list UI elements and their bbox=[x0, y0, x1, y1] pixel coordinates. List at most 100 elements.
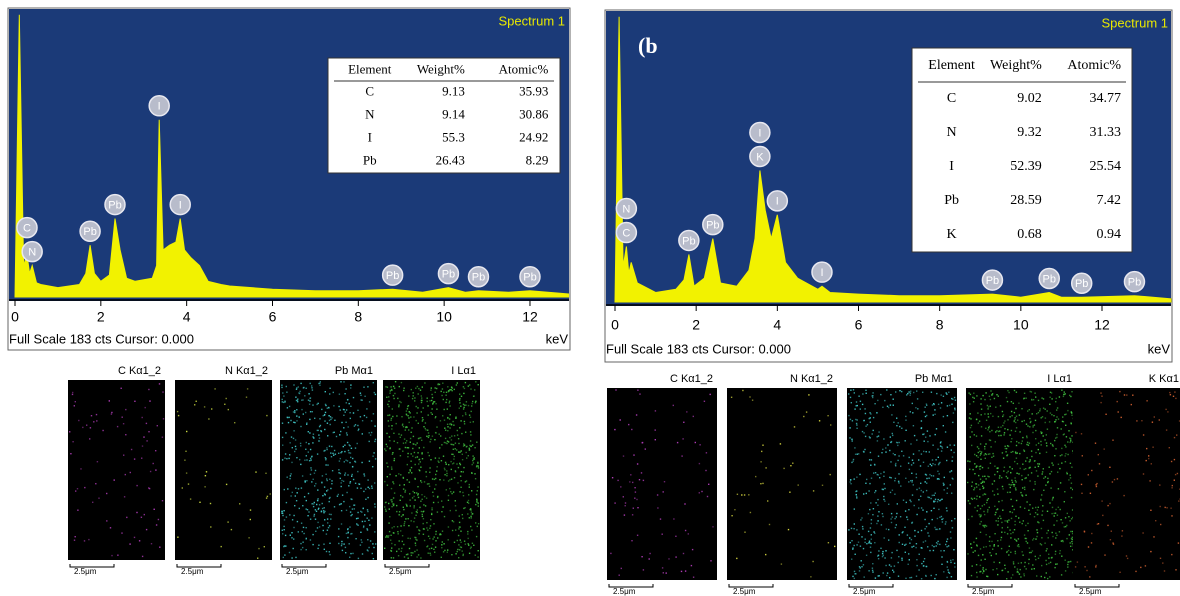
map-dot bbox=[935, 529, 936, 530]
map-dot bbox=[892, 490, 893, 491]
map-dot bbox=[1007, 520, 1008, 521]
map-dot bbox=[848, 393, 849, 394]
map-dot bbox=[949, 471, 950, 472]
map-dot bbox=[1016, 458, 1017, 459]
map-dot bbox=[998, 545, 999, 546]
map-dot bbox=[310, 459, 311, 460]
map-dot bbox=[388, 396, 389, 397]
map-dot bbox=[318, 434, 319, 435]
map-dot bbox=[881, 524, 882, 525]
map-dot bbox=[1059, 531, 1060, 532]
map-dot bbox=[1033, 489, 1034, 490]
map-dot bbox=[938, 499, 939, 500]
map-dot bbox=[364, 415, 365, 416]
map-dot bbox=[310, 519, 311, 520]
map-dot bbox=[338, 494, 339, 495]
map-dot bbox=[312, 436, 313, 437]
map-dot bbox=[1105, 414, 1106, 415]
map-dot bbox=[467, 513, 468, 514]
map-dot bbox=[946, 394, 947, 395]
map-dot bbox=[789, 492, 790, 493]
map-dot bbox=[299, 508, 300, 509]
map-dot bbox=[954, 518, 955, 519]
map-dot bbox=[282, 530, 283, 531]
map-dot bbox=[639, 393, 640, 394]
map-dot bbox=[439, 434, 440, 435]
map-dot bbox=[864, 576, 865, 577]
map-dot bbox=[1140, 567, 1141, 568]
map-dot bbox=[850, 542, 851, 543]
map-dot bbox=[936, 542, 937, 543]
map-dot bbox=[1049, 502, 1050, 503]
map-dot bbox=[934, 527, 935, 528]
map-dot bbox=[1101, 396, 1102, 397]
map-dot bbox=[426, 522, 427, 523]
map-dot bbox=[905, 578, 906, 579]
map-dot bbox=[432, 414, 433, 415]
map-dot bbox=[400, 402, 401, 403]
map-dot bbox=[872, 571, 873, 572]
map-dot bbox=[423, 407, 424, 408]
map-dot bbox=[877, 440, 878, 441]
map-dot bbox=[448, 539, 449, 540]
map-dot bbox=[472, 543, 473, 544]
map-dot bbox=[1025, 538, 1026, 539]
map-dot bbox=[403, 488, 404, 489]
map-dot bbox=[902, 531, 903, 532]
map-dot bbox=[934, 414, 935, 415]
map-dot bbox=[341, 422, 342, 423]
map-dot bbox=[1070, 561, 1071, 562]
map-dot bbox=[938, 404, 939, 405]
map-dot bbox=[295, 488, 296, 489]
map-dot bbox=[324, 493, 325, 494]
map-dot bbox=[1022, 440, 1023, 441]
map-dot bbox=[994, 466, 995, 467]
map-dot bbox=[981, 409, 982, 410]
map-dot bbox=[393, 526, 394, 527]
map-dot bbox=[392, 416, 393, 417]
map-dot bbox=[1095, 565, 1096, 566]
map-dot bbox=[318, 440, 319, 441]
map-dot bbox=[1066, 538, 1067, 539]
map-dot bbox=[769, 524, 770, 525]
map-dot bbox=[1162, 562, 1163, 563]
map-dot bbox=[1017, 545, 1018, 546]
map-dot bbox=[1061, 574, 1062, 575]
map-dot bbox=[1017, 420, 1018, 421]
map-dot bbox=[464, 423, 465, 424]
map-dot bbox=[995, 514, 996, 515]
map-dot bbox=[883, 555, 884, 556]
map-dot bbox=[1042, 416, 1043, 417]
map-dot bbox=[349, 506, 350, 507]
map-dot bbox=[976, 538, 977, 539]
map-dot bbox=[403, 443, 404, 444]
map-dot bbox=[155, 469, 156, 470]
map-dot bbox=[939, 473, 940, 474]
map-dot bbox=[1165, 507, 1166, 508]
map-dot bbox=[396, 505, 397, 506]
map-dot bbox=[453, 444, 454, 445]
scale-label: 2.5μm bbox=[613, 587, 636, 596]
map-dot bbox=[952, 460, 953, 461]
map-dot bbox=[432, 403, 433, 404]
map-dot bbox=[1015, 551, 1016, 552]
map-dot bbox=[741, 494, 742, 495]
map-dot bbox=[459, 463, 460, 464]
map-dot bbox=[408, 429, 409, 430]
map-dot bbox=[1057, 427, 1058, 428]
map-dot bbox=[1174, 459, 1175, 460]
map-dot bbox=[907, 519, 908, 520]
map-dot bbox=[345, 388, 346, 389]
map-dot bbox=[425, 422, 426, 423]
map-dot bbox=[392, 408, 393, 409]
map-dot bbox=[411, 467, 412, 468]
peak-label: Pb bbox=[386, 270, 399, 282]
map-dot bbox=[1119, 391, 1120, 392]
map-dot bbox=[391, 501, 392, 502]
map-dot bbox=[1042, 471, 1043, 472]
map-dot bbox=[860, 546, 861, 547]
map-dot bbox=[1005, 451, 1006, 452]
map-dot bbox=[990, 446, 991, 447]
map-dot bbox=[346, 510, 347, 511]
map-dot bbox=[1043, 398, 1044, 399]
